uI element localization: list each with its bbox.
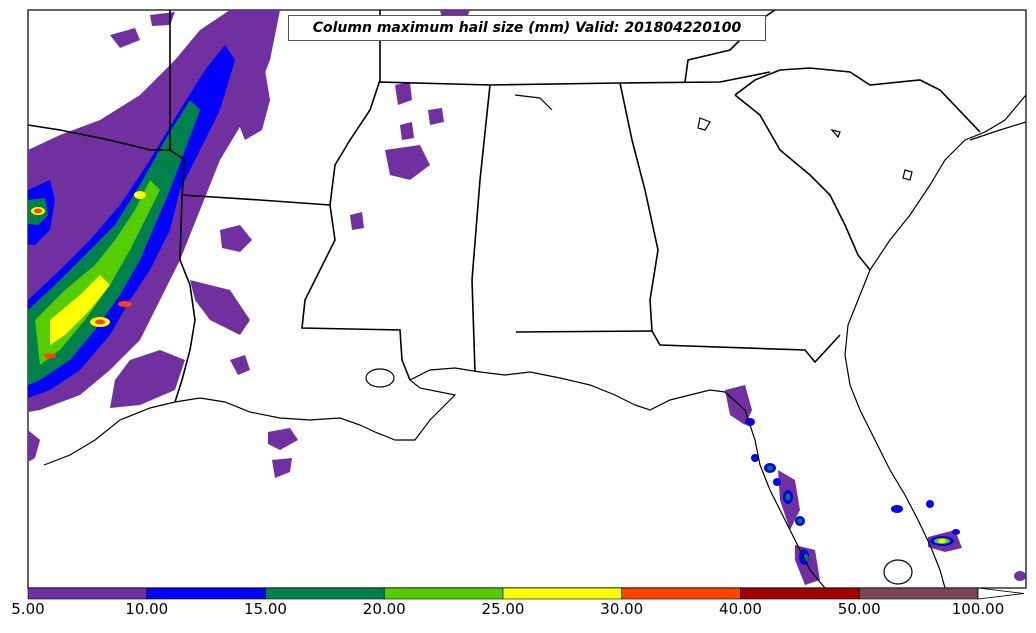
- colorbar-tick-label: 50.00: [837, 600, 881, 618]
- colorbar-bin-15.00-20.00: [265, 587, 385, 600]
- colorbar-tick-label: 40.00: [719, 600, 762, 618]
- colorbar-tick-label: 25.00: [481, 600, 525, 618]
- colorbar-bin-20.00-25.00: [383, 587, 504, 600]
- colorbar-extend-max: [977, 587, 1025, 600]
- hail-cells-florida: [725, 385, 1026, 585]
- colorbar-bin-40.00-50.00: [740, 587, 860, 600]
- map-title: Column maximum hail size (mm) Valid: 201…: [288, 15, 766, 41]
- colorbar-bin-50.00-100.00: [858, 587, 979, 600]
- hail-swath-west: [28, 10, 470, 478]
- colorbar-bin-25.00-30.00: [502, 587, 623, 600]
- coastlines: [43, 94, 1026, 588]
- colorbar-tick-label: 10.00: [125, 600, 169, 618]
- colorbar-tick-label: 100.00: [951, 600, 1005, 618]
- state-borders: [28, 10, 981, 403]
- colorbar-tick-label: 15.00: [244, 600, 287, 618]
- colorbar-tick-label: 30.00: [600, 600, 644, 618]
- colorbar-tick-label: 5.00: [11, 600, 45, 618]
- colorbar-bin-5.00-10.00: [27, 587, 148, 600]
- colorbar-tick-label: 20.00: [362, 600, 406, 618]
- colorbar-bin-10.00-15.00: [146, 587, 266, 600]
- colorbar: [27, 587, 1025, 600]
- colorbar-bin-30.00-40.00: [621, 587, 741, 600]
